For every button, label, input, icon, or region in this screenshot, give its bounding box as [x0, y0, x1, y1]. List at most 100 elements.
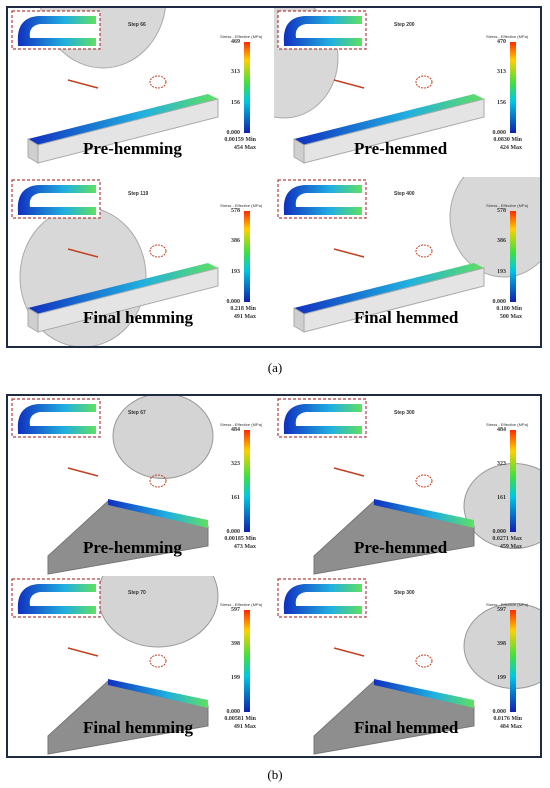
max-label: 491 Max — [233, 314, 256, 320]
legend-title: Stress - Effective (MPa) — [486, 203, 529, 208]
step-label: Step 67 — [128, 410, 146, 416]
inset-shape — [283, 185, 362, 215]
colorbar — [244, 610, 250, 712]
contact-marker — [415, 654, 433, 668]
view-graphic — [277, 398, 540, 575]
colorbar-label: 386 — [497, 238, 506, 245]
colorbar — [244, 430, 250, 532]
base-block — [37, 98, 219, 164]
contact-marker — [415, 244, 433, 258]
motion-arrow — [333, 647, 365, 657]
colorbar-label: 597 — [231, 607, 240, 613]
contact-marker — [149, 474, 167, 488]
colorbar-label: 313 — [497, 69, 506, 76]
base-block — [37, 267, 219, 333]
step-label: Step 200 — [394, 22, 415, 28]
colorbar-label: 199 — [231, 675, 240, 681]
min-label: 0.00581 Min — [224, 716, 256, 722]
base-block — [303, 98, 485, 164]
stage-caption: Pre-hemmed — [354, 139, 448, 158]
roller — [112, 396, 214, 479]
min-label: 0.0830 Min — [493, 137, 522, 143]
colorbar-label: 313 — [231, 69, 240, 76]
view-graphic — [277, 578, 540, 755]
die-block — [313, 680, 475, 755]
inset-shape — [17, 404, 97, 434]
inset-shape — [17, 185, 97, 215]
max-label: 424 Max — [499, 145, 522, 151]
stage-caption: Pre-hemming — [83, 139, 182, 158]
sheet-top — [108, 679, 208, 708]
colorbar-label: 0.000 — [226, 709, 241, 715]
max-label: 459 Max — [499, 544, 522, 550]
panel-label: (a) — [267, 360, 283, 375]
colorbar-label: 323 — [231, 461, 240, 467]
sheet-top — [374, 679, 474, 708]
sheet-top — [374, 499, 474, 528]
sheet-top — [294, 263, 484, 314]
sheet-top — [28, 94, 218, 145]
step-label: Step 66 — [128, 22, 146, 28]
colorbar-label: 398 — [231, 641, 240, 647]
step-label: Step 119 — [128, 191, 149, 197]
simulation-view: Step 66 Stress - Effective (MPa) 469 313 156… — [8, 8, 274, 177]
colorbar-label: 193 — [497, 268, 506, 275]
min-label: 0.00185 Min — [224, 536, 256, 542]
stage-caption: Pre-hemming — [83, 538, 182, 557]
colorbar — [510, 42, 516, 133]
colorbar-label: 0.000 — [492, 709, 507, 715]
simulation-view: Step 300 Stress - Effective (MPa) 597 398 19… — [274, 576, 540, 756]
legend-title: Stress - Effective (MPa) — [220, 203, 263, 208]
colorbar-label: 470 — [497, 39, 506, 45]
colorbar-label: 0.000 — [226, 529, 241, 535]
stage-caption: Final hemmed — [354, 308, 459, 327]
colorbar-label: 578 — [497, 208, 506, 214]
contact-marker — [149, 654, 167, 668]
legend-title: Stress - Effective (MPa) — [220, 422, 263, 427]
colorbar-label: 0.000 — [492, 529, 507, 535]
legend-title: Stress - Effective (MPa) — [220, 34, 263, 39]
roller — [449, 177, 540, 278]
simulation-view: Step 400 Stress - Effective (MPa) 578 386 19… — [274, 177, 540, 346]
colorbar — [510, 430, 516, 532]
max-label: 473 Max — [233, 544, 256, 550]
legend-title: Stress - Effective (MPa) — [486, 602, 529, 607]
colorbar-label: 578 — [231, 208, 240, 214]
inset-shape — [17, 16, 97, 46]
stage-caption: Final hemming — [83, 308, 194, 327]
step-label: Step 300 — [394, 590, 415, 596]
max-label: 491 Max — [233, 724, 256, 730]
inset-shape — [283, 16, 362, 46]
motion-arrow — [333, 79, 365, 89]
colorbar-label: 199 — [497, 675, 506, 681]
simulation-view: Step 67 Stress - Effective (MPa) 484 323 161… — [8, 396, 274, 576]
panel-label: (b) — [267, 767, 283, 782]
figure-panel: Step 66 Stress - Effective (MPa) 469 313 156… — [6, 6, 542, 348]
simulation-view: Step 119 Stress - Effective (MPa) 578 386 19… — [8, 177, 274, 346]
inset-shape — [283, 584, 362, 614]
view-graphic — [277, 177, 540, 333]
inset-shape — [17, 584, 97, 614]
max-label: 454 Max — [233, 145, 256, 151]
colorbar-label: 156 — [497, 99, 506, 106]
step-label: Step 300 — [394, 410, 415, 416]
colorbar-label: 161 — [497, 495, 506, 501]
inset-shape — [283, 404, 362, 434]
die-block — [47, 500, 209, 575]
min-label: 0.0176 Min — [493, 716, 522, 722]
step-label: Step 70 — [128, 590, 146, 596]
colorbar-label: 193 — [231, 268, 240, 275]
sheet-top — [294, 94, 484, 145]
colorbar-label: 484 — [497, 427, 506, 433]
contact-marker — [415, 75, 433, 89]
colorbar-label: 398 — [497, 641, 506, 647]
min-label: 0.0271 Max — [492, 536, 522, 542]
colorbar-label: 597 — [497, 607, 506, 613]
view-graphic — [11, 8, 250, 164]
view-graphic — [11, 179, 250, 346]
colorbar-label: 0.000 — [492, 130, 507, 136]
contact-marker — [149, 244, 167, 258]
min-label: 0.180 Min — [496, 306, 522, 312]
stage-caption: Pre-hemmed — [354, 538, 448, 557]
